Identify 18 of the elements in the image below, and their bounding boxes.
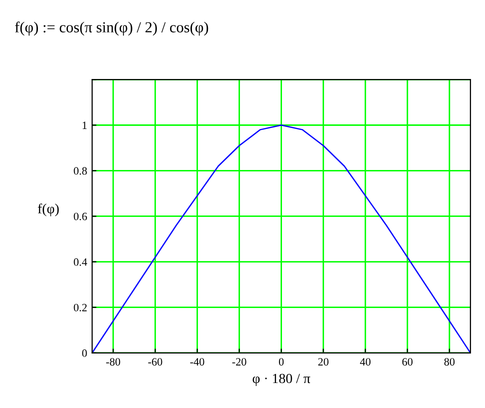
y-tick-label: 0: [82, 349, 87, 357]
x-tick-label: 40: [360, 358, 370, 366]
y-tick-label: 1: [82, 122, 87, 129]
x-tick-label: 80: [444, 358, 455, 366]
x-axis-title: φ · 180 / π: [252, 374, 310, 386]
y-tick-label: 0.8: [74, 167, 87, 175]
x-tick-label: -60: [148, 358, 162, 366]
chart-title: f(φ) := cos(π sin(φ) / 2) / cos(φ): [15, 22, 208, 36]
x-tick-label: -80: [106, 358, 120, 366]
x-tick-label: -20: [232, 358, 246, 366]
y-tick-label: 0.2: [74, 304, 87, 312]
y-tick-label: 0.4: [74, 258, 88, 266]
y-axis-title: f(φ): [38, 204, 59, 216]
x-tick-label: -40: [190, 358, 204, 366]
x-tick-label: 20: [318, 358, 328, 366]
x-tick-label: 0: [278, 358, 284, 366]
x-tick-label: 60: [402, 358, 413, 366]
y-tick-label: 0.6: [74, 212, 87, 220]
